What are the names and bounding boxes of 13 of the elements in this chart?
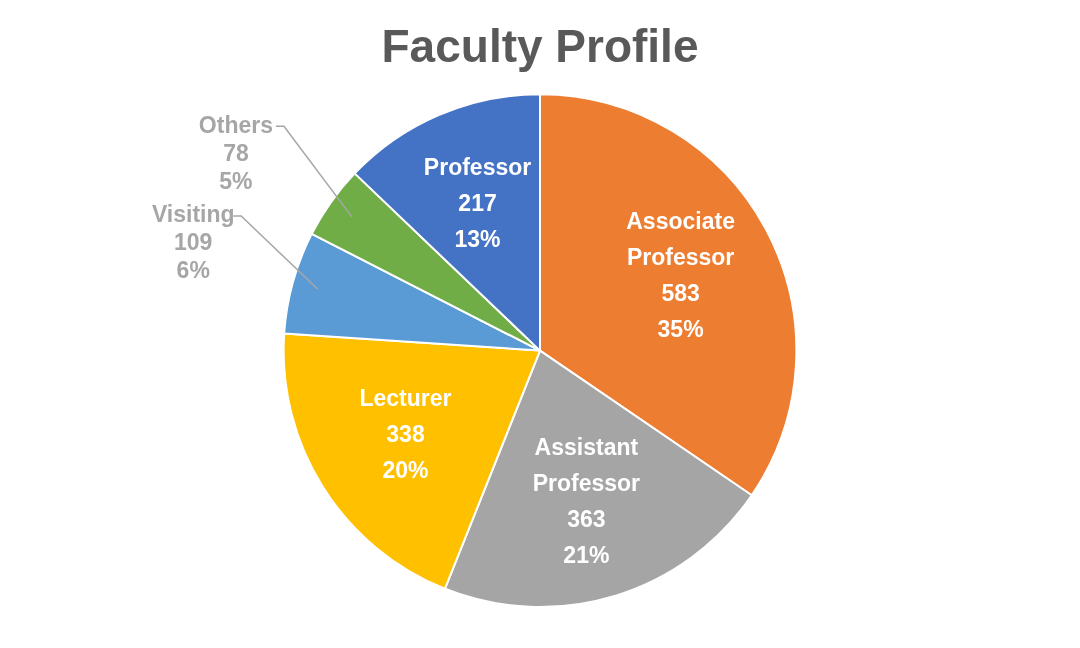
chart-title: Faculty Profile xyxy=(381,20,699,73)
data-label: 583 35% xyxy=(657,279,704,342)
data-label: 78 5% xyxy=(219,139,253,194)
data-label: 217 13% xyxy=(454,189,501,252)
slice-label: Others xyxy=(198,111,273,138)
slice-label: Visiting xyxy=(151,201,235,228)
slice-label: Lecturer xyxy=(359,384,452,411)
slice-label: Assistant Professor xyxy=(532,434,641,496)
slice-label: Professor xyxy=(423,153,532,180)
data-label: 109 6% xyxy=(174,229,213,284)
data-label: 363 21% xyxy=(563,506,610,568)
slice-label: Associate Professor xyxy=(626,207,735,270)
data-label: 338 20% xyxy=(382,420,429,483)
